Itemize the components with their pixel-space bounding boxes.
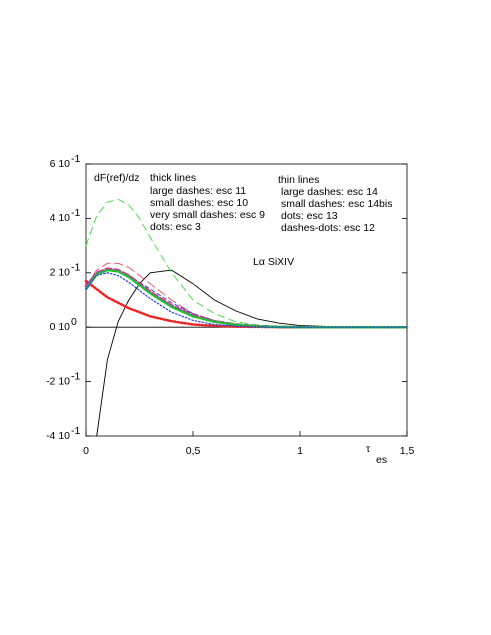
- annotation: small dashes: esc 14bis: [281, 198, 392, 210]
- annotation: large dashes: esc 11: [150, 185, 246, 197]
- annotation: dots: esc 3: [150, 221, 201, 233]
- x-tick-label: 1,5: [400, 445, 415, 457]
- series-line: [85, 269, 408, 328]
- series-line: [84, 279, 409, 329]
- y-tick-exponent: -1: [71, 153, 80, 165]
- y-tick-exponent: 0: [71, 316, 77, 328]
- y-tick-label: -2 10: [46, 375, 70, 387]
- y-tick-label: 6 10: [50, 158, 71, 170]
- series-line: [84, 267, 409, 329]
- annotation: small dashes: esc 10: [150, 197, 248, 209]
- x-axis-label-subscript: es: [376, 454, 387, 466]
- y-tick-exponent: -1: [71, 207, 80, 219]
- y-tick-label: -4 10: [46, 430, 70, 442]
- annotation: dots: esc 13: [281, 210, 338, 222]
- annotation: thick lines: [150, 172, 196, 184]
- plot-frame: [85, 163, 408, 437]
- series-line: [96, 269, 408, 437]
- x-axis-label: τ: [366, 443, 371, 455]
- annotation: large dashes: esc 14: [281, 186, 378, 198]
- y-tick-label: 2 10: [50, 267, 71, 279]
- x-tick-label: 0: [83, 445, 89, 457]
- series-line: [85, 272, 408, 328]
- x-tick-label: 0,5: [186, 445, 201, 457]
- y-tick-exponent: -1: [71, 370, 80, 382]
- annotation: dashes-dots: esc 12: [281, 222, 375, 234]
- annotation: very small dashes: esc 9: [150, 209, 265, 221]
- series-line: [85, 262, 408, 328]
- annotation: thin lines: [278, 174, 319, 186]
- y-tick-exponent: -1: [71, 425, 80, 437]
- annotation: Lα SiXIV: [253, 256, 294, 268]
- annotation: dF(ref)/dz: [94, 172, 140, 184]
- x-tick-label: 1: [297, 445, 303, 457]
- y-tick-exponent: -1: [71, 262, 80, 274]
- y-tick-label: 4 10: [50, 212, 71, 224]
- y-tick-label: 0 10: [50, 321, 71, 333]
